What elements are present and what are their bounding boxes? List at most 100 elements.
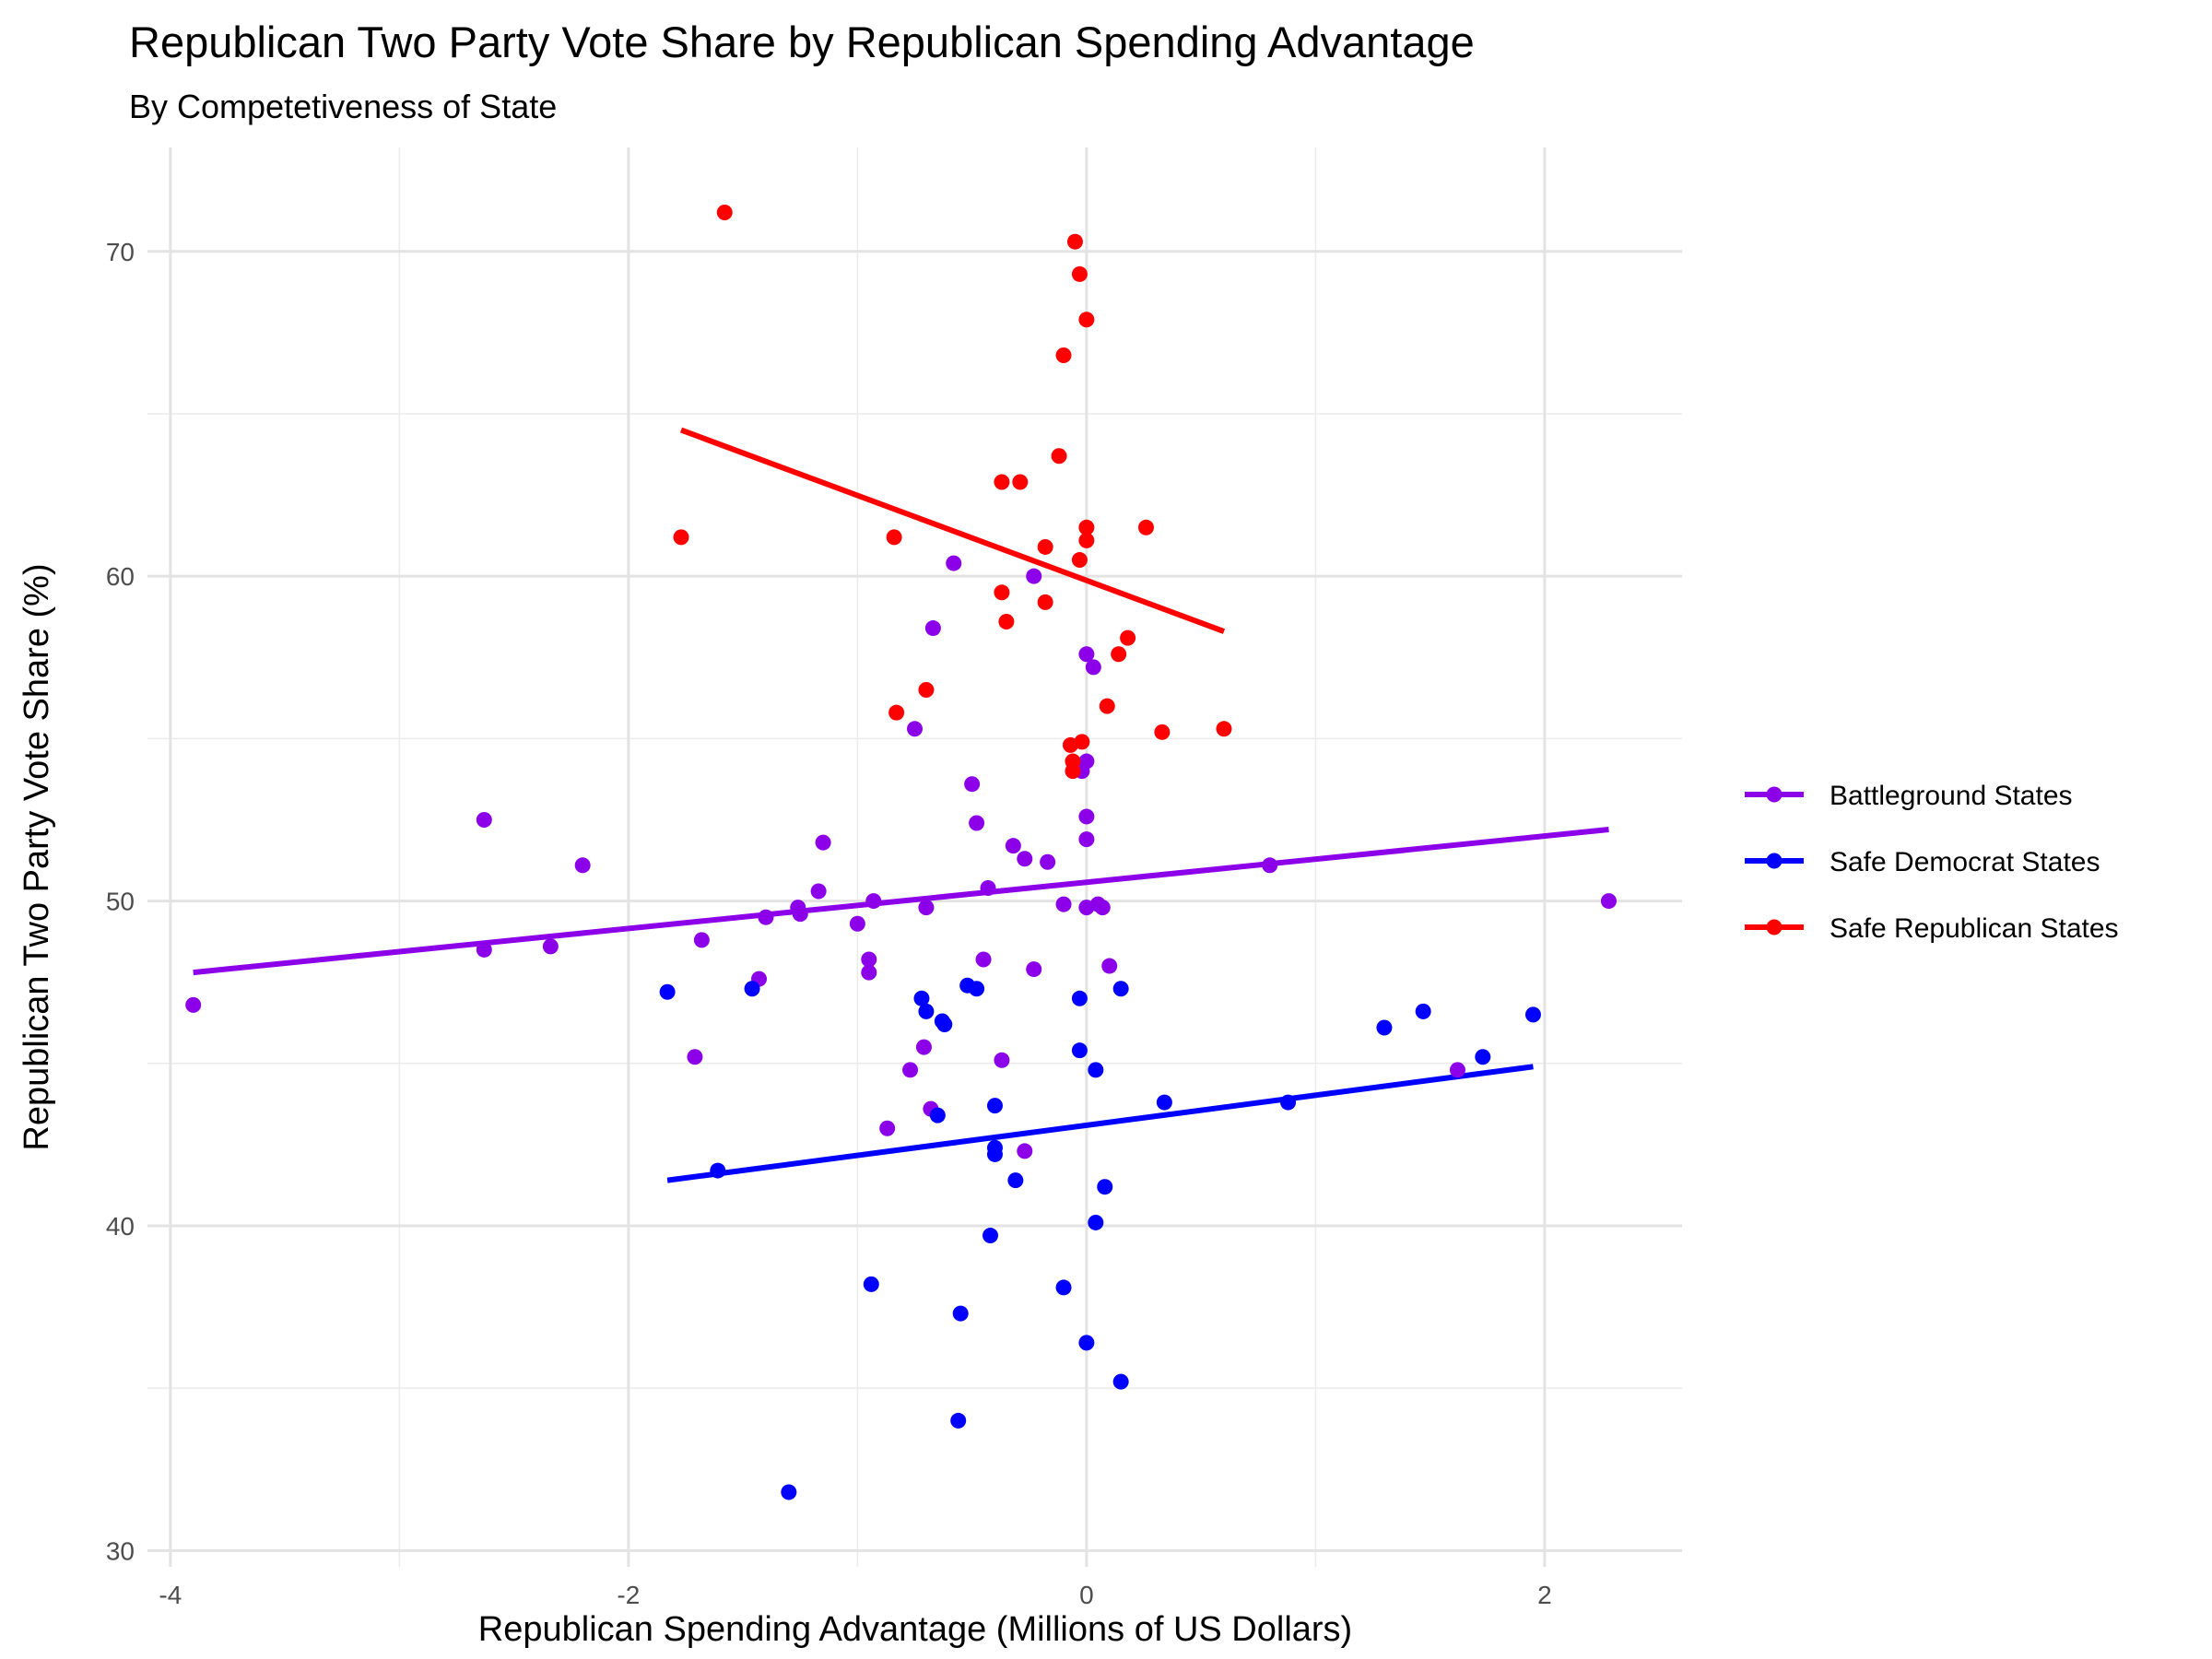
data-point	[886, 529, 902, 546]
data-point	[542, 938, 559, 955]
data-point	[687, 1049, 703, 1065]
data-point	[1055, 896, 1072, 912]
data-points	[185, 204, 1617, 1500]
data-point	[950, 1412, 967, 1429]
data-point	[918, 1003, 935, 1019]
data-point	[1040, 853, 1056, 870]
data-point	[1112, 981, 1129, 997]
fit-lines	[193, 427, 1609, 1183]
data-point	[861, 951, 877, 968]
data-point	[716, 204, 733, 220]
data-point	[1071, 265, 1088, 282]
data-point	[861, 964, 877, 981]
legend: Battleground States Safe Democrat States S…	[1745, 781, 2119, 944]
data-point	[1094, 900, 1111, 916]
data-point	[1101, 958, 1118, 974]
data-point	[1007, 1172, 1024, 1189]
y-tick-label: 70	[106, 238, 135, 266]
data-point	[986, 1098, 1003, 1114]
data-point	[744, 981, 760, 997]
data-point	[865, 893, 882, 910]
data-point	[980, 879, 996, 896]
data-point	[1524, 1006, 1541, 1023]
data-point	[913, 990, 930, 1006]
data-point	[185, 996, 202, 1013]
y-tick-label: 50	[106, 888, 135, 916]
x-tick-label: -2	[617, 1581, 640, 1609]
data-point	[1078, 532, 1095, 548]
data-point	[1078, 753, 1095, 770]
y-tick-label: 30	[106, 1536, 135, 1565]
data-point	[792, 906, 808, 923]
data-point	[1415, 1003, 1431, 1019]
legend-label: Safe Democrat States	[1830, 847, 2100, 877]
legend-item: Safe Republican States	[1745, 913, 2119, 944]
data-point	[1137, 519, 1154, 535]
x-tick-label: -4	[159, 1581, 182, 1609]
data-point	[1065, 763, 1081, 780]
legend-key-point	[1766, 919, 1783, 935]
data-point	[1097, 1179, 1113, 1195]
y-tick-label: 40	[106, 1212, 135, 1241]
data-point	[994, 474, 1010, 490]
data-point	[907, 721, 923, 737]
data-point	[1071, 990, 1088, 1006]
data-point	[863, 1276, 879, 1292]
data-point	[998, 614, 1015, 630]
x-tick-label: 0	[1079, 1581, 1094, 1609]
data-point	[888, 704, 905, 721]
data-point	[1037, 538, 1053, 555]
x-tick-label: 2	[1537, 1581, 1552, 1609]
data-point	[1026, 568, 1042, 584]
data-point	[986, 1146, 1003, 1162]
data-point	[969, 815, 985, 831]
data-point	[936, 1016, 953, 1032]
data-point	[1120, 629, 1136, 646]
data-point	[929, 1107, 946, 1124]
data-point	[1017, 1143, 1033, 1159]
data-point	[1078, 1335, 1095, 1351]
data-point	[1088, 1062, 1104, 1078]
data-point	[1088, 1214, 1104, 1230]
data-point	[1085, 659, 1101, 676]
data-point	[1071, 552, 1088, 569]
data-point	[915, 1039, 932, 1055]
data-point	[1078, 808, 1095, 825]
data-point	[673, 529, 689, 546]
data-point	[975, 951, 992, 968]
data-point	[1074, 734, 1090, 750]
data-point	[902, 1062, 919, 1078]
data-point	[1475, 1049, 1491, 1065]
data-point	[1055, 1279, 1072, 1296]
legend-label: Safe Republican States	[1830, 913, 2119, 944]
y-axis-ticks: 30 40 50 60 70	[106, 238, 135, 1566]
data-point	[1012, 474, 1029, 490]
x-axis-ticks: -4 -2 0 2	[159, 1581, 1551, 1609]
data-point	[1017, 851, 1033, 867]
data-point	[1111, 646, 1127, 663]
data-point	[946, 555, 962, 571]
chart-subtitle: By Competetiveness of State	[129, 88, 557, 125]
legend-item: Battleground States	[1745, 781, 2073, 811]
fit-line	[193, 827, 1609, 976]
y-tick-label: 60	[106, 562, 135, 591]
grid	[147, 147, 1682, 1567]
legend-item: Safe Democrat States	[1745, 847, 2100, 877]
data-point	[924, 620, 941, 637]
data-point	[1449, 1062, 1465, 1078]
y-axis-label: Republican Two Party Vote Share (%)	[18, 563, 56, 1150]
data-point	[1078, 646, 1095, 663]
data-point	[815, 834, 831, 851]
data-point	[1600, 893, 1617, 910]
data-point	[918, 682, 935, 699]
data-point	[476, 811, 492, 828]
data-point	[1005, 838, 1021, 854]
data-point	[1051, 448, 1067, 465]
data-point	[659, 983, 676, 1000]
data-point	[1026, 961, 1042, 978]
chart-title: Republican Two Party Vote Share by Repub…	[129, 18, 1475, 66]
data-point	[994, 584, 1010, 601]
legend-label: Battleground States	[1830, 781, 2073, 811]
data-point	[1078, 519, 1095, 535]
data-point	[1216, 721, 1232, 737]
